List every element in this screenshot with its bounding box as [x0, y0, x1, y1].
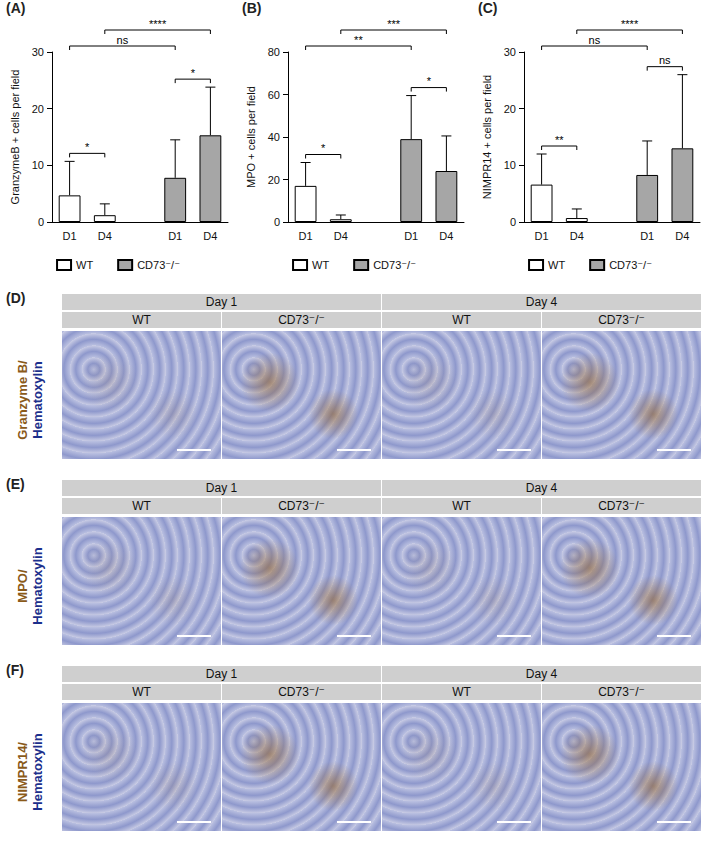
html-text:WT: WT	[132, 313, 151, 327]
html-text:WT: WT	[132, 685, 151, 699]
html-text:Day 4: Day 4	[525, 667, 558, 681]
svg-text:10: 10	[504, 159, 516, 171]
html-text:WT: WT	[132, 499, 151, 513]
svg-text:D1: D1	[535, 230, 549, 242]
svg-text:D1: D1	[63, 230, 77, 242]
svg-text:40: 40	[268, 131, 280, 143]
html-text:WT: WT	[452, 313, 471, 327]
svg-text:**: **	[354, 34, 363, 46]
svg-text:60: 60	[268, 89, 280, 101]
html-text:Day 1: Day 1	[205, 481, 238, 495]
svg-text:20: 20	[32, 103, 44, 115]
svg-text:D4: D4	[570, 230, 584, 242]
svg-text:****: ****	[621, 18, 639, 30]
svg-text:***: ***	[387, 18, 401, 30]
svg-text:NIMPR14 + cells per field: NIMPR14 + cells per field	[481, 75, 493, 199]
svg-text:****: ****	[149, 18, 167, 30]
svg-text:0: 0	[274, 216, 280, 228]
svg-text:D4: D4	[675, 230, 689, 242]
svg-text:CD73⁻/⁻: CD73⁻/⁻	[373, 259, 416, 271]
svg-text:*: *	[321, 142, 326, 154]
svg-text:GranzymeB + cells per field: GranzymeB + cells per field	[9, 70, 21, 205]
html-text:CD73⁻/⁻: CD73⁻/⁻	[598, 499, 645, 513]
svg-text:D1: D1	[404, 230, 418, 242]
svg-text:D1: D1	[640, 230, 654, 242]
html-text:(B): (B)	[242, 0, 262, 16]
svg-text:30: 30	[32, 46, 44, 58]
svg-text:80: 80	[268, 46, 280, 58]
svg-text:20: 20	[268, 174, 280, 186]
svg-text:10: 10	[32, 159, 44, 171]
svg-text:WT: WT	[312, 259, 329, 271]
svg-text:D1: D1	[168, 230, 182, 242]
html-text:CD73⁻/⁻: CD73⁻/⁻	[278, 313, 325, 327]
html-text:CD73⁻/⁻: CD73⁻/⁻	[278, 685, 325, 699]
svg-text:ns: ns	[659, 54, 671, 66]
svg-text:D4: D4	[203, 230, 217, 242]
html-text:(D): (D)	[6, 290, 26, 306]
svg-text:CD73⁻/⁻: CD73⁻/⁻	[609, 259, 652, 271]
svg-text:D4: D4	[439, 230, 453, 242]
svg-text:ns: ns	[589, 34, 601, 46]
html-text:CD73⁻/⁻: CD73⁻/⁻	[278, 499, 325, 513]
svg-text:**: **	[555, 134, 564, 146]
html-text:NIMPR14/: NIMPR14/	[15, 742, 30, 802]
html-text:Day 4: Day 4	[525, 295, 558, 309]
svg-text:CD73⁻/⁻: CD73⁻/⁻	[137, 259, 180, 271]
html-text:Day 1: Day 1	[205, 295, 238, 309]
svg-text:0: 0	[38, 216, 44, 228]
html-text:Granzyme B/: Granzyme B/	[15, 360, 30, 440]
html-text:Day 1: Day 1	[205, 667, 238, 681]
svg-text:WT: WT	[548, 259, 565, 271]
html-text:CD73⁻/⁻: CD73⁻/⁻	[598, 685, 645, 699]
svg-text:*: *	[427, 75, 432, 87]
html-text:CD73⁻/⁻: CD73⁻/⁻	[598, 313, 645, 327]
html-text:Day 4: Day 4	[525, 481, 558, 495]
svg-text:*: *	[85, 141, 90, 153]
svg-text:D4: D4	[98, 230, 112, 242]
svg-text:ns: ns	[117, 34, 129, 46]
svg-text:30: 30	[504, 46, 516, 58]
html-text:Hematoxylin: Hematoxylin	[30, 733, 45, 811]
html-text:(F): (F)	[6, 662, 24, 678]
svg-text:D4: D4	[334, 230, 348, 242]
svg-text:0: 0	[510, 216, 516, 228]
html-text:Hematoxylin: Hematoxylin	[30, 361, 45, 439]
svg-text:20: 20	[504, 103, 516, 115]
html-text:Hematoxylin: Hematoxylin	[30, 547, 45, 625]
svg-text:*: *	[191, 67, 196, 79]
html-text:MPO/: MPO/	[15, 569, 30, 603]
html-text:(A): (A)	[6, 0, 26, 16]
html-text:(C): (C)	[478, 0, 498, 16]
svg-text:MPO + cells per field: MPO + cells per field	[245, 86, 257, 188]
html-text:WT: WT	[452, 499, 471, 513]
svg-text:D1: D1	[299, 230, 313, 242]
svg-text:WT: WT	[76, 259, 93, 271]
html-text:WT: WT	[452, 685, 471, 699]
html-text:(E): (E)	[6, 476, 25, 492]
